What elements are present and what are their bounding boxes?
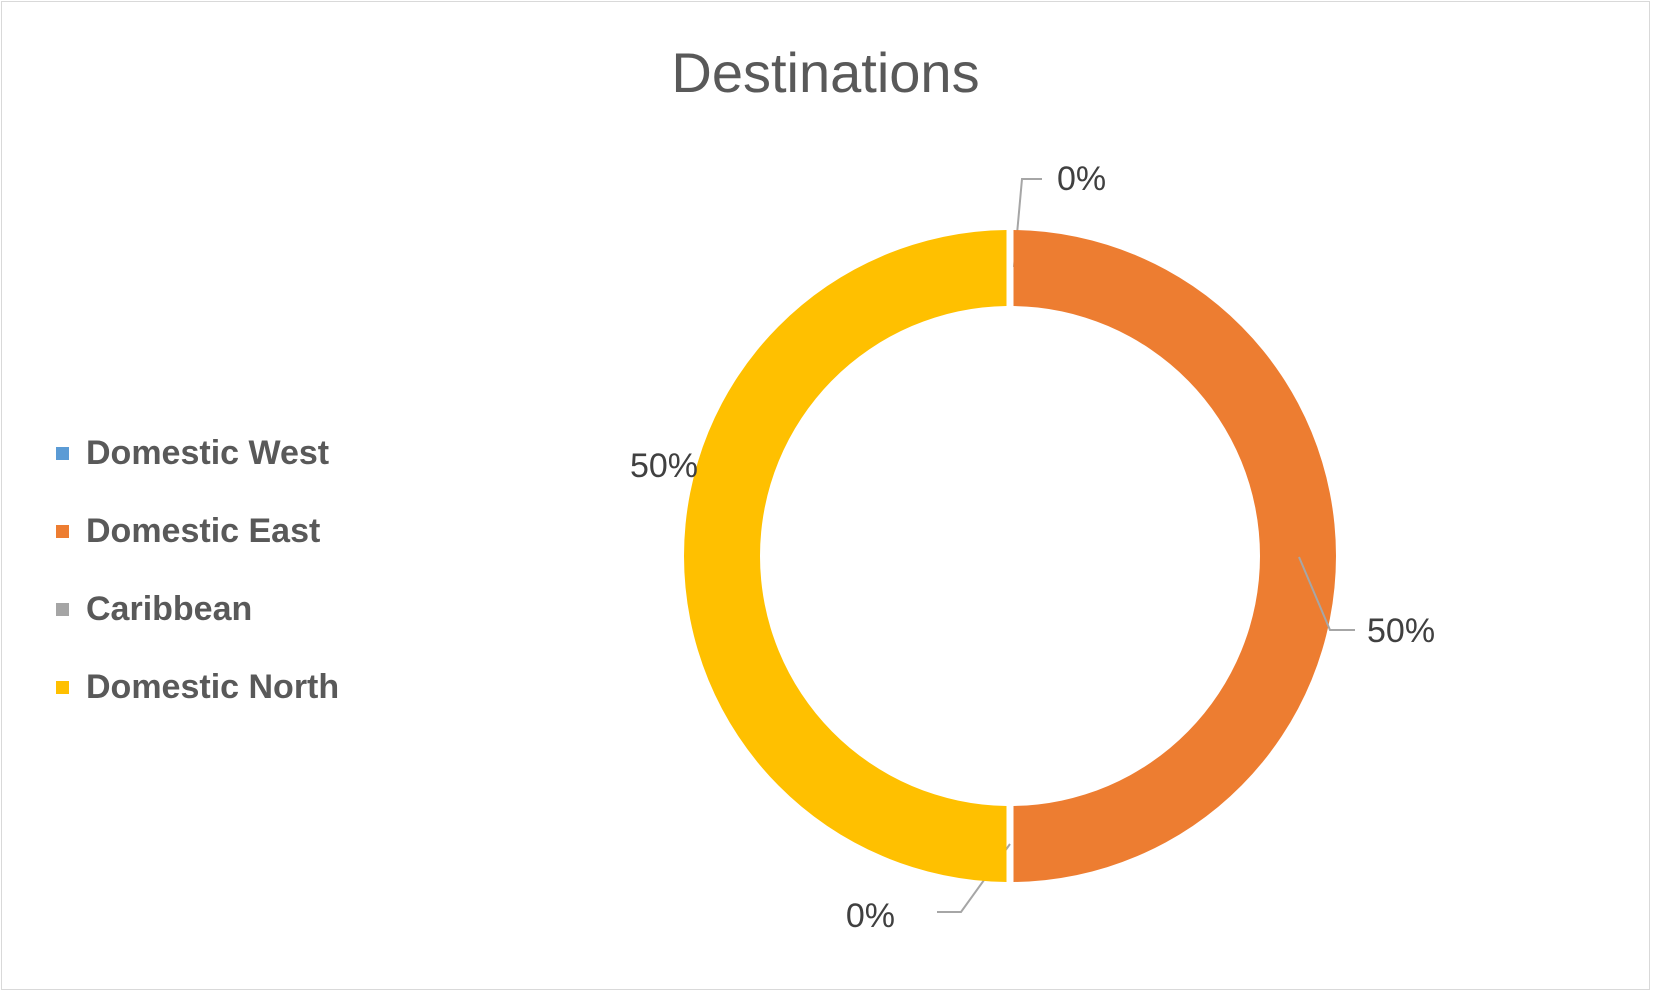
slice-domestic-east <box>1013 230 1336 882</box>
legend-label-domestic-north: Domestic North <box>86 667 340 706</box>
legend-item-domestic-west: Domestic West <box>56 414 339 492</box>
legend-item-domestic-north: Domestic North <box>56 648 339 726</box>
data-label-caribbean: 0% <box>846 897 895 935</box>
data-label-domestic-west: 0% <box>1057 160 1106 198</box>
legend: Domestic West Domestic East Caribbean Do… <box>56 414 339 726</box>
legend-label-domestic-east: Domestic East <box>86 511 321 550</box>
legend-swatch-domestic-east <box>56 524 69 538</box>
legend-item-caribbean: Caribbean <box>56 570 339 648</box>
chart-title: Destinations <box>671 41 980 104</box>
legend-item-domestic-east: Domestic East <box>56 492 339 570</box>
data-label-domestic-north: 50% <box>630 447 698 485</box>
legend-label-caribbean: Caribbean <box>86 589 253 628</box>
legend-swatch-domestic-west <box>56 446 69 460</box>
legend-label-domestic-west: Domestic West <box>86 433 330 472</box>
leader-line-domestic-east <box>1298 556 1355 631</box>
data-label-domestic-east: 50% <box>1367 612 1435 650</box>
legend-swatch-domestic-north <box>56 680 69 694</box>
legend-swatch-caribbean <box>56 602 69 616</box>
slice-domestic-north <box>684 230 1007 882</box>
